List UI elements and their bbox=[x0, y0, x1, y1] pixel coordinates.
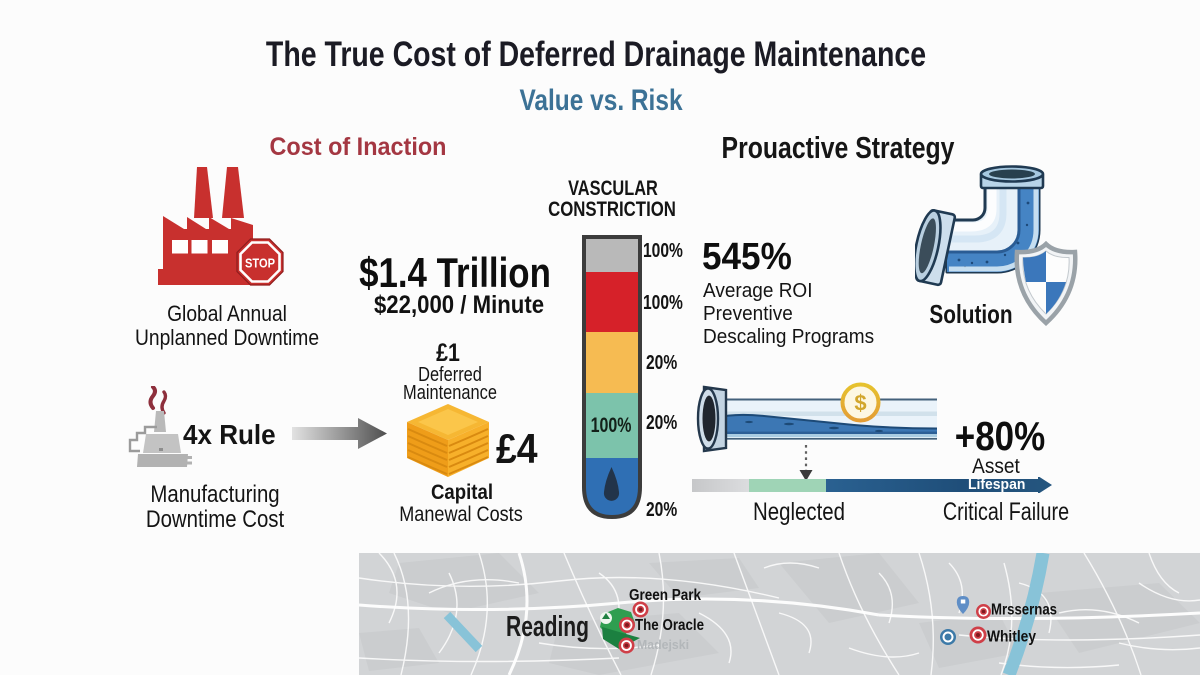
svg-text:Whitley: Whitley bbox=[987, 629, 1036, 646]
svg-text:Green Park: Green Park bbox=[629, 587, 701, 604]
svg-text:$: $ bbox=[854, 391, 866, 416]
svg-text:Mrssernas: Mrssernas bbox=[991, 602, 1057, 619]
svg-text:The Oracle: The Oracle bbox=[635, 617, 704, 634]
svg-text:Reading: Reading bbox=[506, 611, 589, 643]
svg-text:Madejski: Madejski bbox=[637, 637, 689, 652]
svg-text:STOP: STOP bbox=[245, 257, 275, 271]
